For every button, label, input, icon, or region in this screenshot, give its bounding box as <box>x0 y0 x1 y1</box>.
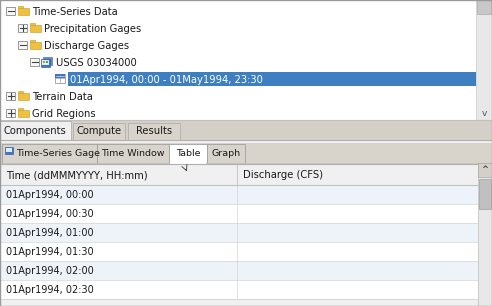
Text: Grid Regions: Grid Regions <box>32 109 95 119</box>
Bar <box>68 72 476 86</box>
Text: 01Apr1994, 02:00: 01Apr1994, 02:00 <box>6 266 94 276</box>
Bar <box>41 59 50 67</box>
Text: Time-Series Data: Time-Series Data <box>32 7 118 17</box>
Bar <box>5 147 13 154</box>
Bar <box>46 61 48 63</box>
Text: 01Apr1994, 01:30: 01Apr1994, 01:30 <box>6 247 93 257</box>
Bar <box>30 58 39 66</box>
Bar <box>6 148 12 152</box>
Bar <box>30 40 35 42</box>
Text: 01Apr1994, 00:00 - 01May1994, 23:30: 01Apr1994, 00:00 - 01May1994, 23:30 <box>70 75 263 85</box>
Bar <box>0 204 478 223</box>
Bar <box>0 242 478 261</box>
Bar <box>478 163 492 177</box>
Bar <box>478 163 492 306</box>
Text: Terrain Data: Terrain Data <box>32 92 93 102</box>
Bar <box>30 25 41 32</box>
Text: 01Apr1994, 01:00: 01Apr1994, 01:00 <box>6 228 93 238</box>
Bar <box>6 92 15 100</box>
Bar <box>0 121 492 140</box>
Bar <box>128 123 180 140</box>
Bar <box>0 280 478 299</box>
Text: USGS 03034000: USGS 03034000 <box>56 58 137 68</box>
Bar <box>73 123 125 140</box>
Text: Time Window: Time Window <box>101 150 165 159</box>
Text: Components: Components <box>3 126 66 136</box>
Bar <box>0 140 492 306</box>
Bar <box>18 91 23 93</box>
Bar <box>18 108 23 110</box>
Text: Results: Results <box>136 126 172 136</box>
Bar <box>0 223 478 242</box>
Bar <box>18 93 29 100</box>
Bar <box>18 110 29 117</box>
Bar <box>43 61 45 63</box>
Bar <box>6 109 15 117</box>
Text: Table: Table <box>176 150 200 159</box>
Bar <box>18 24 27 32</box>
Text: Time (ddMMMYYYY, HH:mm): Time (ddMMMYYYY, HH:mm) <box>6 170 148 180</box>
Bar <box>0 0 492 120</box>
Bar <box>55 74 65 83</box>
Bar <box>476 0 492 120</box>
Text: Graph: Graph <box>212 150 241 159</box>
Bar <box>0 163 478 185</box>
Text: Precipitation Gages: Precipitation Gages <box>44 24 141 34</box>
Text: Discharge (CFS): Discharge (CFS) <box>243 170 323 180</box>
Bar <box>477 0 491 14</box>
Text: Time-Series Gage: Time-Series Gage <box>16 150 100 159</box>
Bar <box>170 163 206 165</box>
Bar <box>18 6 23 8</box>
Bar <box>479 179 491 209</box>
Bar <box>0 121 71 140</box>
Bar <box>30 23 35 25</box>
Bar <box>6 7 15 15</box>
Bar <box>0 299 478 306</box>
Text: Discharge Gages: Discharge Gages <box>44 41 129 51</box>
Text: 01Apr1994, 00:00: 01Apr1994, 00:00 <box>6 190 93 200</box>
Bar <box>97 144 169 164</box>
Bar <box>0 261 478 280</box>
Bar <box>169 144 207 164</box>
Bar <box>55 74 65 78</box>
Text: 01Apr1994, 02:30: 01Apr1994, 02:30 <box>6 285 94 295</box>
Bar <box>0 185 478 204</box>
Text: 01Apr1994, 00:30: 01Apr1994, 00:30 <box>6 209 93 219</box>
Bar <box>2 144 97 164</box>
Bar <box>18 41 27 49</box>
Bar <box>207 144 245 164</box>
Bar <box>30 42 41 49</box>
Bar <box>42 60 49 65</box>
Text: ^: ^ <box>482 166 489 174</box>
Bar <box>0 143 492 165</box>
Bar <box>43 57 52 65</box>
Text: v: v <box>481 110 487 118</box>
Bar <box>18 8 29 15</box>
Text: Compute: Compute <box>76 126 122 136</box>
